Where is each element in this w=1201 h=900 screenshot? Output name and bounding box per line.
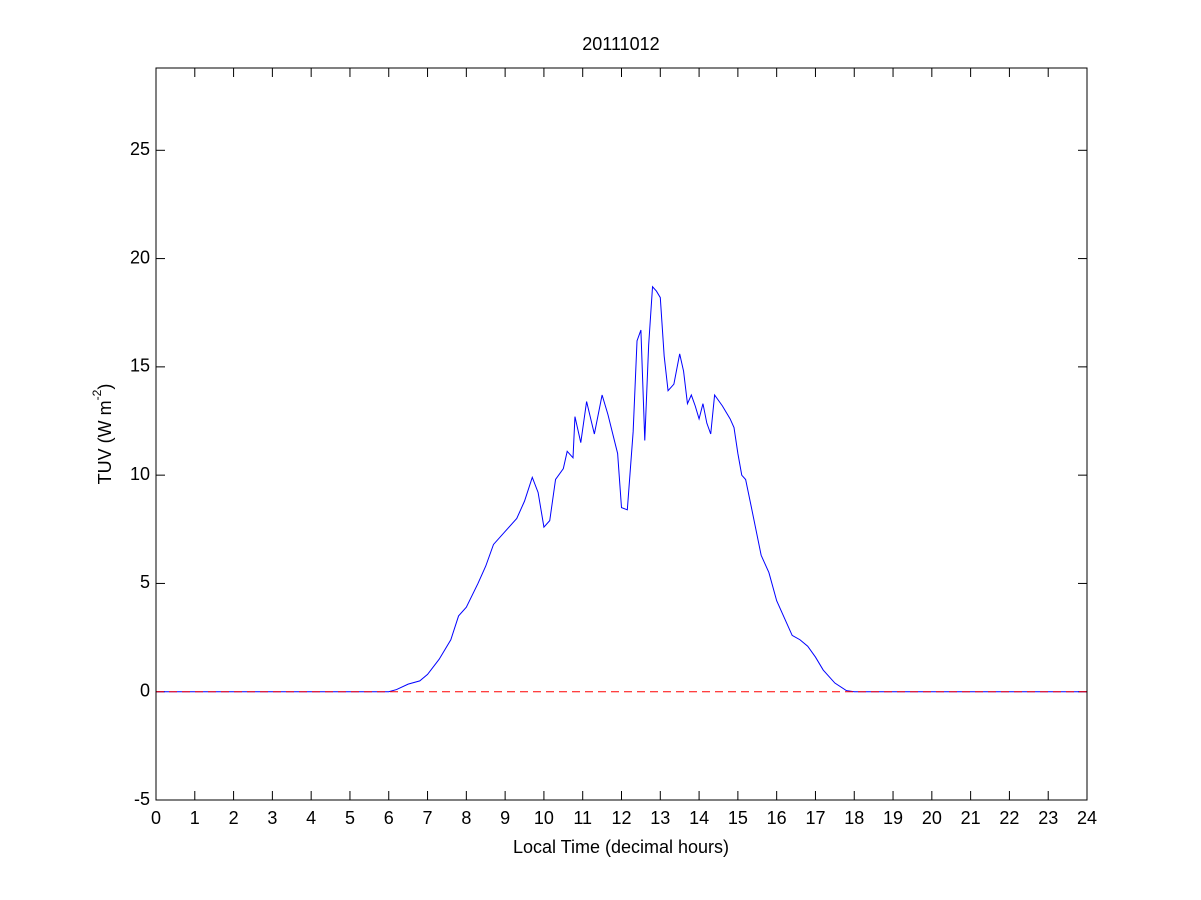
x-tick-label: 1 [190,808,200,828]
y-tick-label: 10 [130,464,150,484]
data-line [156,285,1087,693]
y-tick-label: 25 [130,139,150,159]
x-tick-label: 19 [883,808,903,828]
x-tick-label: 14 [689,808,709,828]
y-tick-label: -5 [134,789,150,809]
x-tick-label: 13 [650,808,670,828]
x-tick-label: 21 [961,808,981,828]
y-tick-label: 5 [140,572,150,592]
x-tick-label: 17 [805,808,825,828]
x-tick-label: 7 [423,808,433,828]
x-tick-label: 23 [1038,808,1058,828]
x-tick-label: 16 [767,808,787,828]
y-label-text: TUV (W m [95,400,115,484]
y-tick-label: 15 [130,356,150,376]
x-tick-label: 11 [573,808,592,828]
x-tick-label: 12 [611,808,631,828]
x-tick-label: 8 [461,808,471,828]
x-tick-label: 0 [151,808,161,828]
x-tick-label: 9 [500,808,510,828]
y-label-suffix: ) [95,384,115,390]
x-tick-label: 18 [844,808,864,828]
x-tick-label: 22 [999,808,1019,828]
x-tick-label: 3 [267,808,277,828]
x-tick-label: 10 [534,808,554,828]
x-tick-label: 4 [306,808,316,828]
x-tick-label: 15 [728,808,748,828]
plot-frame [155,67,1088,801]
chart-title: 20111012 [582,34,659,54]
y-axis-label: TUV (W m-2) [90,384,115,485]
x-tick-label: 6 [384,808,394,828]
y-label-superscript: -2 [90,389,104,400]
x-tick-label: 24 [1077,808,1097,828]
x-tick-label: 2 [229,808,239,828]
x-axis-label: Local Time (decimal hours) [513,837,729,857]
y-tick-label: 20 [130,247,150,267]
x-tick-label: 5 [345,808,355,828]
x-tick-label: 20 [922,808,942,828]
y-tick-label: 0 [140,680,150,700]
